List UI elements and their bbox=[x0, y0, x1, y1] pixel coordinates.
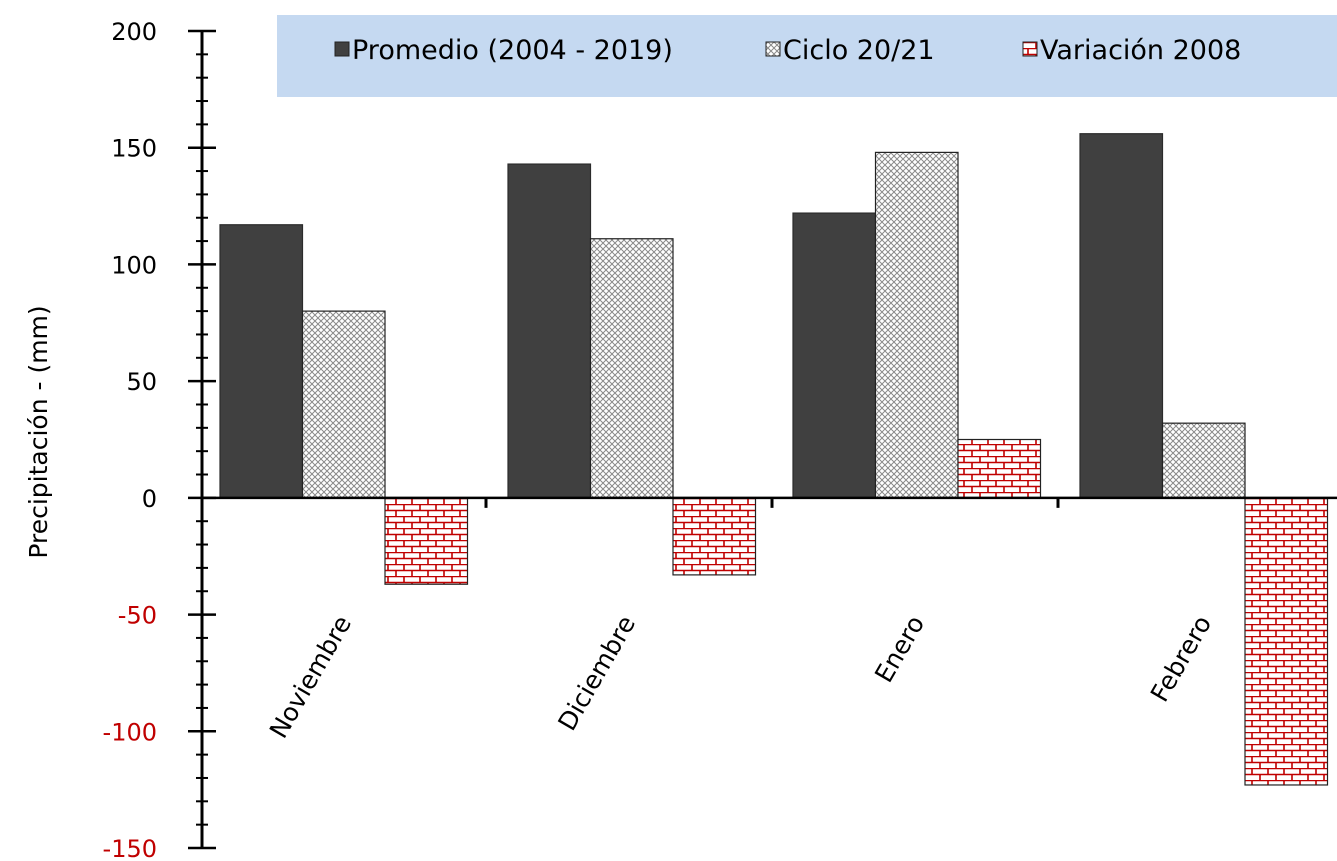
bar-febrero-2 bbox=[1163, 423, 1246, 498]
bar-noviembre-1 bbox=[220, 225, 303, 498]
y-tick-label: -50 bbox=[118, 602, 157, 630]
x-tick-label-diciembre: Diciembre bbox=[552, 611, 641, 736]
x-tick-label-febrero: Febrero bbox=[1145, 611, 1217, 707]
y-tick-label: 0 bbox=[142, 485, 157, 513]
y-tick-label: 50 bbox=[126, 368, 157, 396]
legend-label-2: Ciclo 20/21 bbox=[783, 35, 935, 66]
legend-label-1: Promedio (2004 - 2019) bbox=[352, 35, 673, 66]
bar-febrero-3 bbox=[1245, 498, 1328, 785]
x-tick-label-enero: Enero bbox=[869, 611, 930, 688]
y-tick-label: -150 bbox=[103, 835, 157, 861]
legend-label-3: Variación 2008 bbox=[1040, 35, 1241, 66]
bar-enero-2 bbox=[876, 152, 959, 497]
bar-noviembre-3 bbox=[385, 498, 468, 584]
bar-enero-3 bbox=[958, 440, 1041, 498]
legend-swatch-2 bbox=[766, 42, 780, 56]
bar-diciembre-3 bbox=[673, 498, 756, 575]
bar-diciembre-1 bbox=[508, 164, 591, 498]
legend: Promedio (2004 - 2019) Ciclo 20/21 Variaci… bbox=[277, 15, 1337, 97]
legend-swatch-1 bbox=[335, 42, 349, 56]
y-tick-label: 100 bbox=[111, 251, 157, 279]
bar-enero-1 bbox=[793, 213, 876, 498]
bar-febrero-1 bbox=[1080, 134, 1163, 498]
y-tick-label: 200 bbox=[111, 18, 157, 46]
legend-swatch-3 bbox=[1023, 42, 1037, 56]
y-axis-title: Precipitación - (mm) bbox=[24, 305, 53, 558]
bar-diciembre-2 bbox=[591, 239, 674, 498]
y-tick-label: 150 bbox=[111, 135, 157, 163]
y-tick-label: -100 bbox=[103, 718, 157, 746]
x-tick-label-noviembre: Noviembre bbox=[264, 611, 357, 744]
bar-noviembre-2 bbox=[303, 311, 386, 498]
